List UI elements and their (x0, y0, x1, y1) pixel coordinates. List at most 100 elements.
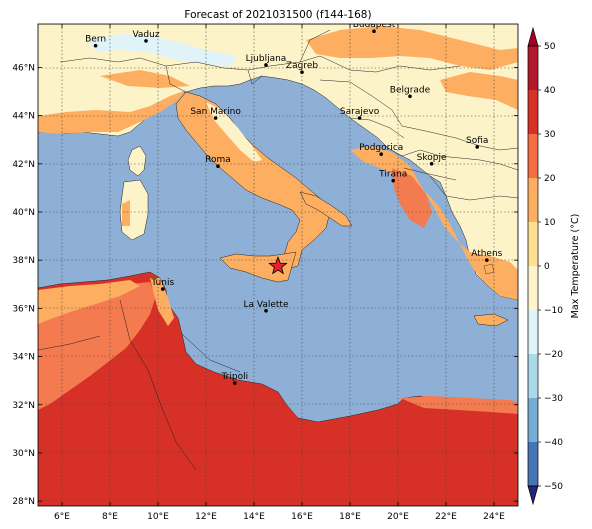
city-label: Ljubljana (246, 54, 287, 64)
colorbar-tick-label: −50 (544, 482, 563, 492)
lat-tick-label: 38°N (12, 256, 35, 266)
lon-tick-label: 20°E (387, 512, 409, 522)
colorbar-segment (528, 442, 538, 486)
city-vaduz: Vaduz (132, 30, 160, 43)
colorbar-tick-label: 50 (544, 42, 556, 52)
city-dot (300, 70, 304, 74)
africa-warm-10 (38, 280, 140, 324)
lon-tick-label: 6°E (54, 512, 70, 522)
city-label: Roma (205, 155, 231, 165)
colorbar-segment (528, 354, 538, 398)
city-dot (213, 116, 218, 120)
colorbar: 50 40 30 20 10 0 −10 −20 −30 −40 −50 (527, 26, 563, 506)
lon-tick-label: 8°E (102, 512, 118, 522)
city-belgrade: Belgrade (390, 85, 431, 99)
lon-tick-label: 22°E (435, 512, 457, 522)
lon-tick-label: 12°E (195, 512, 217, 522)
graticule (38, 24, 518, 506)
city-zagreb: Zagreb (286, 61, 318, 74)
city-label: Zagreb (286, 61, 318, 71)
lon-tick-label: 24°E (483, 512, 505, 522)
city-tripoli: Tripoli (220, 372, 248, 385)
colorbar-tick-label: 0 (544, 262, 550, 272)
city-label: Vaduz (132, 30, 159, 40)
figure-title: Forecast of 2021031500 (f144-168) (184, 9, 371, 21)
colorbar-segment (528, 398, 538, 442)
lat-tick-label: 46°N (12, 63, 35, 73)
lat-tick-label: 32°N (12, 401, 35, 411)
colorbar-max-extend (527, 26, 539, 47)
italy-heel (299, 191, 353, 227)
city-label: Bern (85, 35, 106, 45)
country-borders (38, 29, 518, 471)
colorbar-segment (528, 134, 538, 178)
city-ljubljana: Ljubljana (246, 54, 287, 67)
lat-tick-label: 40°N (12, 208, 35, 218)
city-label: Podgorica (359, 143, 403, 153)
map-frame (37, 23, 519, 507)
city-dot (233, 381, 237, 385)
colorbar-tick-label: −30 (544, 394, 563, 404)
colorbar-min-extend (527, 485, 539, 506)
lon-tick-label: 14°E (243, 512, 265, 522)
city-dot (93, 43, 98, 48)
colorbar-segment (528, 46, 538, 90)
lat-tick-label: 42°N (12, 160, 35, 170)
latitude-ticks: 46°N 44°N 42°N 40°N 38°N 36°N 34°N 32°N 30°N 28°N (12, 63, 518, 507)
colorbar-label: Max Temperature (°C) (570, 214, 581, 319)
colorbar-segment (528, 266, 538, 310)
city-budapest: Budapest (353, 24, 396, 34)
event-star-marker (268, 256, 288, 275)
lon-tick-label: 18°E (339, 512, 361, 522)
italy-interior (206, 102, 262, 162)
city-label: Sarajevo (340, 107, 380, 117)
city-dot (216, 164, 220, 168)
africa-warm-20 (38, 282, 156, 410)
city-label: Sofia (466, 136, 488, 146)
lat-tick-label: 34°N (12, 353, 35, 363)
city-dot (379, 152, 384, 156)
lon-tick-label: 10°E (147, 512, 169, 522)
city-dot (429, 161, 434, 166)
warm-patch-greece (392, 168, 432, 228)
lat-tick-label: 36°N (12, 304, 35, 314)
colorbar-tick-label: 10 (544, 218, 556, 228)
city-sarajevo: Sarajevo (340, 107, 380, 120)
city-label: Athens (471, 249, 502, 259)
lat-tick-label: 44°N (12, 112, 35, 122)
city-bern: Bern (85, 35, 106, 48)
city-label: Tirana (378, 170, 407, 180)
colorbar-tick-label: −20 (544, 350, 563, 360)
warm-patch-north-1 (38, 90, 186, 134)
city-la-valette: La Valette (244, 300, 289, 313)
sardinia-warm (122, 200, 130, 226)
city-dot (485, 258, 489, 262)
city-athens: Athens (471, 249, 503, 262)
colorbar-tick-label: −40 (544, 438, 563, 448)
city-skopje: Skopje (417, 153, 447, 166)
city-label: Tripoli (220, 372, 248, 382)
city-label: Belgrade (390, 85, 431, 95)
colorbar-segment (528, 178, 538, 222)
lon-tick-label: 16°E (291, 512, 313, 522)
city-dot (161, 287, 165, 291)
marker-layer (268, 256, 288, 275)
city-tirana: Tirana (378, 170, 407, 183)
city-dot (372, 29, 376, 34)
city-dot (144, 39, 148, 43)
colorbar-tick-label: 30 (544, 130, 556, 140)
colorbar-tick-label: −10 (544, 306, 563, 316)
colorbar-segment (528, 222, 538, 266)
libya-coast-warm (400, 396, 518, 414)
colorbar-tick-label: 20 (544, 174, 556, 184)
city-dot (264, 308, 268, 313)
libya-inland-30 (286, 404, 310, 444)
city-podgorica: Podgorica (359, 143, 403, 156)
city-tunis: Tunis (150, 278, 174, 291)
colorbar-segment (528, 90, 538, 134)
warm-patch-north-2 (100, 70, 190, 88)
aegean-island-1 (483, 263, 495, 275)
